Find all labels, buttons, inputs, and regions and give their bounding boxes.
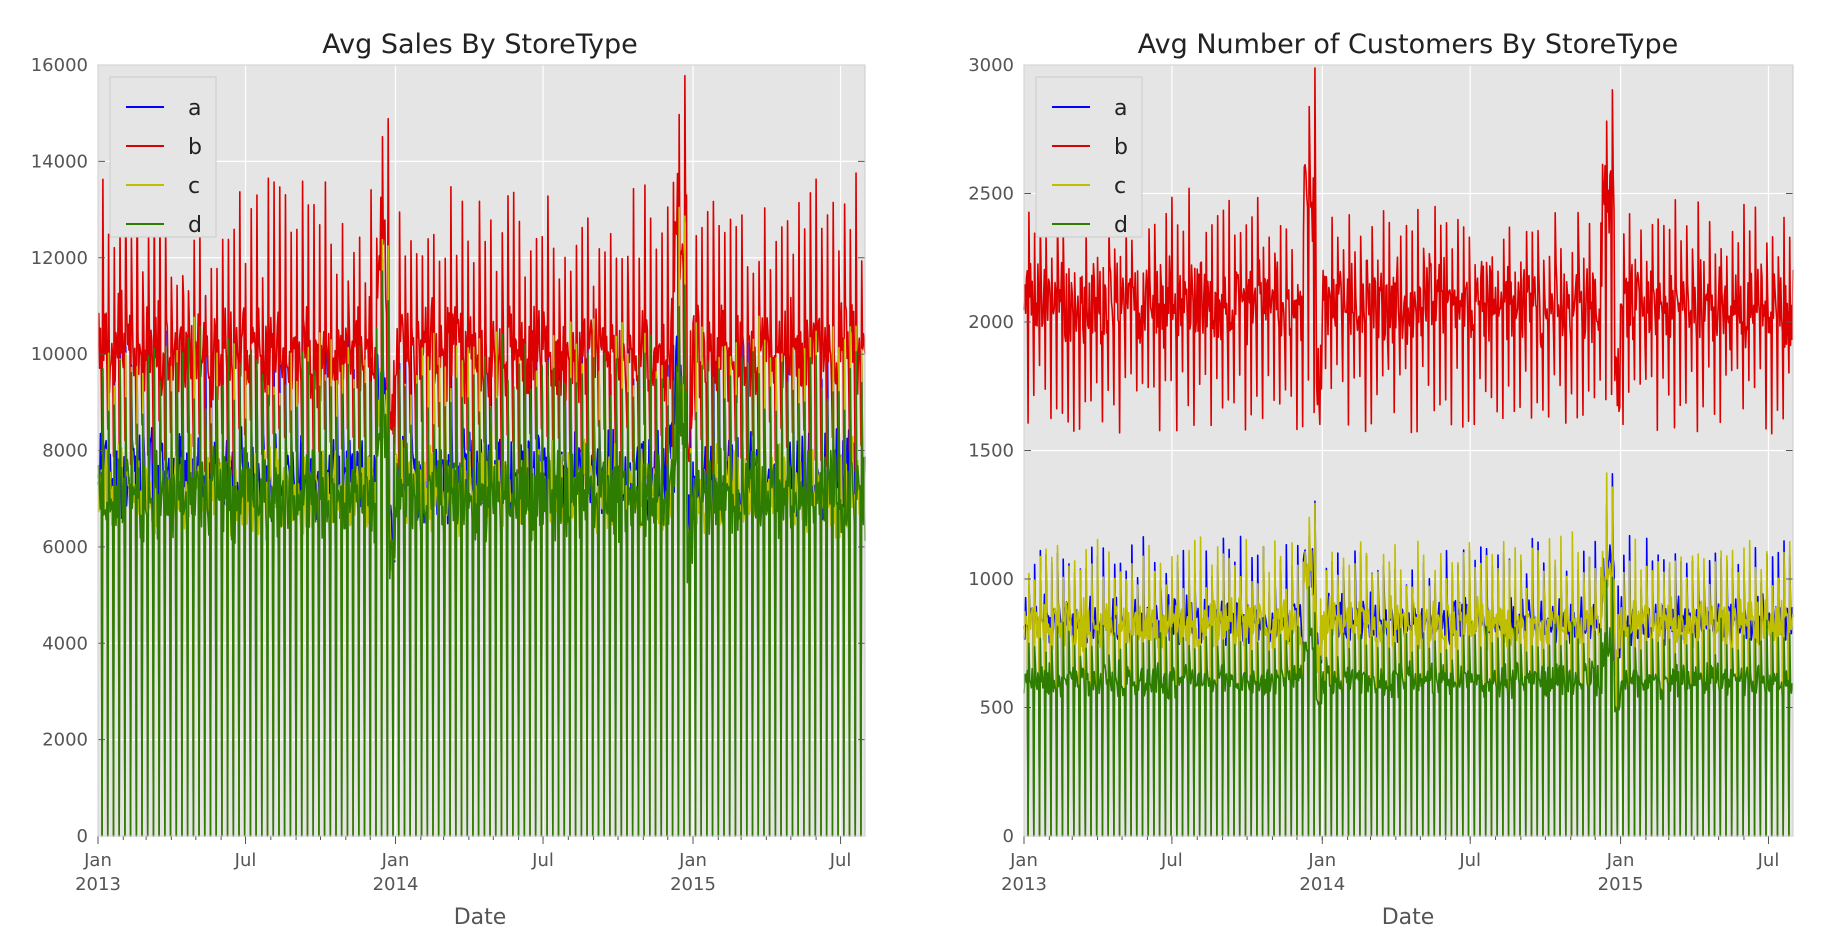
legend-label: c <box>188 174 200 199</box>
y-tick-label: 2000 <box>968 312 1014 333</box>
series-group <box>1023 67 1794 837</box>
x-tick-label: Jul <box>234 850 257 871</box>
y-tick-label: 1500 <box>968 441 1014 462</box>
y-tick-label: 0 <box>1003 826 1014 847</box>
series-c-line <box>1023 472 1794 837</box>
plot-frame <box>1023 64 1794 837</box>
sales-chart: Avg Sales By StoreType 0 2000 4000 6000 8000… <box>31 29 866 930</box>
y-tick-label: 2500 <box>968 184 1014 205</box>
plot-frame <box>97 64 866 837</box>
axes: 0 2000 4000 6000 8000 10000 12000 14000 16000 Jan… <box>31 55 866 895</box>
x-tick-label: Jan <box>381 850 410 871</box>
x-tick-label: Jan <box>1307 850 1336 871</box>
series-a-line <box>1023 473 1794 837</box>
x-tick-sublabel: 2014 <box>373 874 419 895</box>
x-tick-label: Jul <box>531 850 554 871</box>
x-axis-label: Date <box>1382 905 1435 930</box>
y-tick-label: 1000 <box>968 569 1014 590</box>
x-tick-label: Jan <box>1009 850 1038 871</box>
y-tick-label: 12000 <box>31 248 88 269</box>
x-tick-label: Jan <box>678 850 707 871</box>
series-b-line <box>1023 67 1794 435</box>
x-tick-label: Jul <box>1757 850 1780 871</box>
x-tick-label: Jan <box>1606 850 1635 871</box>
series-d-line <box>97 270 866 837</box>
axes: 0 500 1000 1500 2000 2500 3000 Jan 2013 Jul Jan 201… <box>968 55 1794 895</box>
legend-label: b <box>1114 135 1128 160</box>
series-d-line <box>1023 576 1794 837</box>
legend-label: d <box>188 213 202 238</box>
y-tick-label: 3000 <box>968 55 1014 76</box>
legend-box <box>109 76 217 238</box>
x-tick-label: Jul <box>1458 850 1481 871</box>
x-tick-sublabel: 2015 <box>670 874 716 895</box>
y-tick-label: 0 <box>77 826 88 847</box>
legend-label: d <box>1114 213 1128 238</box>
y-tick-label: 500 <box>980 698 1014 719</box>
legend-label: a <box>1114 96 1127 121</box>
y-tick-label: 16000 <box>31 55 88 76</box>
legend-label: b <box>188 135 202 160</box>
legend-box <box>1035 76 1143 238</box>
y-tick-label: 10000 <box>31 344 88 365</box>
x-tick-sublabel: 2013 <box>1001 874 1047 895</box>
x-tick-label: Jul <box>829 850 852 871</box>
x-tick-label: Jul <box>1160 850 1183 871</box>
x-tick-sublabel: 2014 <box>1299 874 1345 895</box>
x-tick-label: Jan <box>83 850 112 871</box>
customers-chart: Avg Number of Customers By StoreType 0 50… <box>968 29 1794 930</box>
legend-label: a <box>188 96 201 121</box>
y-tick-label: 4000 <box>42 633 88 654</box>
x-tick-sublabel: 2013 <box>75 874 121 895</box>
y-tick-label: 8000 <box>42 441 88 462</box>
legend-label: c <box>1114 174 1126 199</box>
y-tick-label: 14000 <box>31 151 88 172</box>
x-tick-sublabel: 2015 <box>1598 874 1644 895</box>
y-tick-label: 2000 <box>42 730 88 751</box>
chart-title: Avg Number of Customers By StoreType <box>1138 29 1679 60</box>
chart-title: Avg Sales By StoreType <box>322 29 638 60</box>
series-group <box>97 74 866 837</box>
y-tick-label: 6000 <box>42 537 88 558</box>
x-axis-label: Date <box>454 905 507 930</box>
